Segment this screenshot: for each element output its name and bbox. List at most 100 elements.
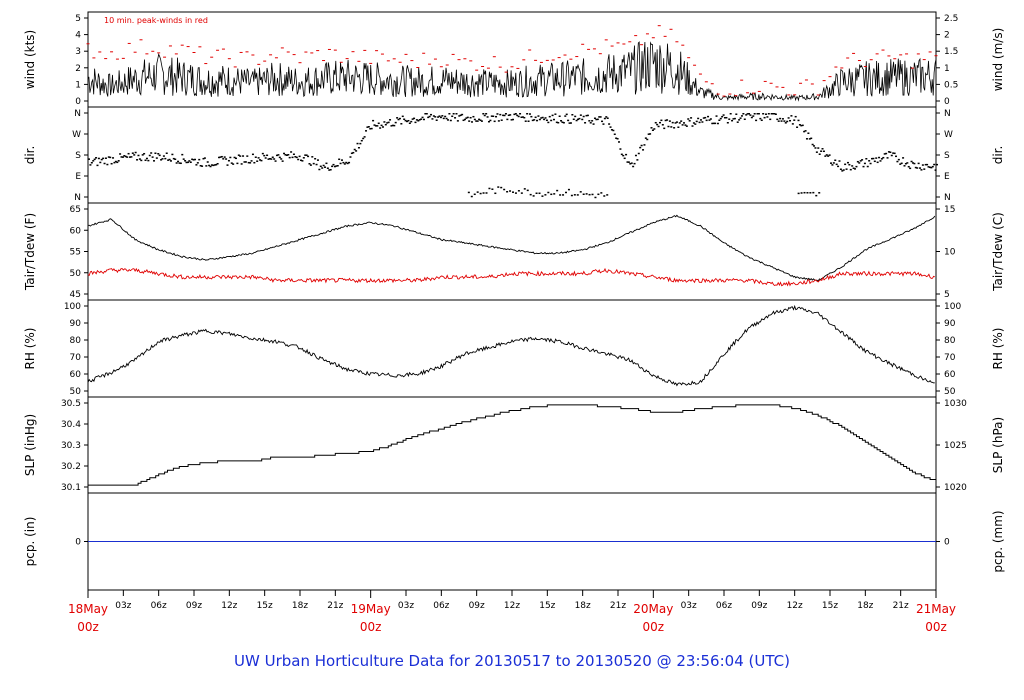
direction-point: [514, 192, 517, 194]
direction-point: [878, 156, 881, 159]
direction-point: [589, 122, 592, 124]
direction-point: [257, 157, 260, 159]
direction-point: [339, 162, 342, 165]
direction-point: [277, 154, 280, 156]
direction-point: [896, 160, 899, 163]
direction-point: [596, 118, 599, 121]
tick-label-right: 90: [944, 319, 956, 329]
direction-point: [743, 118, 746, 121]
direction-point: [773, 113, 776, 115]
direction-point: [729, 113, 732, 115]
direction-point: [591, 120, 594, 122]
direction-point: [237, 154, 240, 156]
direction-point: [556, 189, 559, 192]
direction-point: [251, 153, 254, 156]
direction-point: [855, 165, 858, 168]
direction-point: [870, 157, 873, 160]
direction-point: [141, 154, 144, 156]
tick-label-left: 100: [64, 302, 81, 312]
direction-point: [687, 118, 690, 120]
direction-point: [907, 165, 910, 168]
direction-point: [240, 163, 243, 165]
direction-point: [817, 147, 820, 149]
direction-point: [328, 169, 331, 171]
y-label-right: dir.: [991, 146, 1005, 165]
direction-point: [561, 121, 564, 124]
direction-point: [574, 115, 577, 118]
direction-point: [513, 113, 516, 116]
direction-point: [95, 157, 98, 159]
direction-point: [442, 117, 445, 120]
direction-point: [507, 114, 510, 117]
direction-point: [845, 168, 848, 170]
direction-point: [514, 113, 517, 115]
direction-point: [827, 155, 830, 157]
direction-point: [731, 119, 734, 122]
direction-point: [613, 133, 616, 136]
direction-point: [612, 129, 615, 132]
direction-point: [815, 194, 818, 197]
tick-label-left: 3: [75, 47, 81, 57]
direction-point: [394, 121, 397, 124]
direction-point: [401, 115, 404, 118]
direction-point: [605, 116, 608, 118]
x-tick-label: 06z: [151, 601, 167, 611]
panel-3: RH (%) RH (%) 50 60 70 80 90 100 50 60 70 80 90 100: [23, 299, 1005, 398]
direction-point: [781, 118, 784, 120]
x-tick-label: 06z: [716, 601, 732, 611]
direction-point: [794, 115, 797, 118]
direction-point: [592, 123, 595, 125]
direction-point: [931, 165, 934, 168]
direction-point: [748, 113, 751, 115]
direction-point: [839, 168, 842, 171]
direction-point: [616, 138, 619, 140]
direction-point: [803, 191, 806, 194]
direction-point: [220, 155, 223, 158]
panel-0: wind (kts) wind (m/s) 0 1 2 3 4 5 0 0.5 1 1.5 2 2.5: [23, 11, 1005, 108]
direction-point: [162, 155, 165, 157]
direction-point: [930, 166, 933, 169]
direction-point: [554, 113, 557, 115]
direction-point: [157, 153, 160, 155]
direction-point: [486, 116, 489, 118]
direction-point: [848, 163, 851, 166]
direction-point: [537, 115, 540, 117]
direction-point: [664, 119, 667, 122]
day-label: 18May: [68, 602, 108, 616]
direction-point: [495, 115, 498, 118]
direction-point: [324, 166, 327, 168]
direction-point: [493, 120, 496, 123]
direction-point: [195, 164, 198, 166]
direction-point: [776, 118, 779, 121]
direction-point: [707, 115, 710, 118]
direction-point: [349, 156, 352, 158]
panel-4: SLP (inHg) SLP (hPa) 30.1 30.2 30.3 30.4 30.5 1…: [23, 396, 1005, 494]
direction-point: [634, 154, 637, 157]
direction-point: [642, 149, 645, 151]
tick-label-right: 1030: [944, 399, 967, 409]
direction-point: [804, 130, 807, 132]
direction-point: [750, 116, 753, 119]
direction-point: [893, 152, 896, 155]
direction-point: [201, 165, 204, 167]
direction-point: [329, 168, 332, 171]
direction-point: [421, 116, 424, 119]
direction-point: [198, 158, 201, 161]
direction-point: [413, 117, 416, 120]
direction-point: [340, 159, 343, 161]
direction-point: [637, 152, 640, 155]
tick-label-left: 90: [70, 319, 82, 329]
direction-point: [919, 167, 922, 169]
direction-point: [825, 154, 828, 156]
direction-point: [285, 154, 288, 157]
direction-point: [362, 137, 365, 140]
direction-point: [796, 126, 799, 128]
tick-label-left: 70: [70, 353, 82, 363]
direction-point: [928, 166, 931, 169]
direction-point: [449, 119, 452, 122]
direction-point: [398, 117, 401, 120]
direction-point: [532, 195, 535, 197]
direction-point: [126, 156, 129, 158]
direction-point: [812, 191, 815, 194]
direction-point: [93, 158, 96, 161]
